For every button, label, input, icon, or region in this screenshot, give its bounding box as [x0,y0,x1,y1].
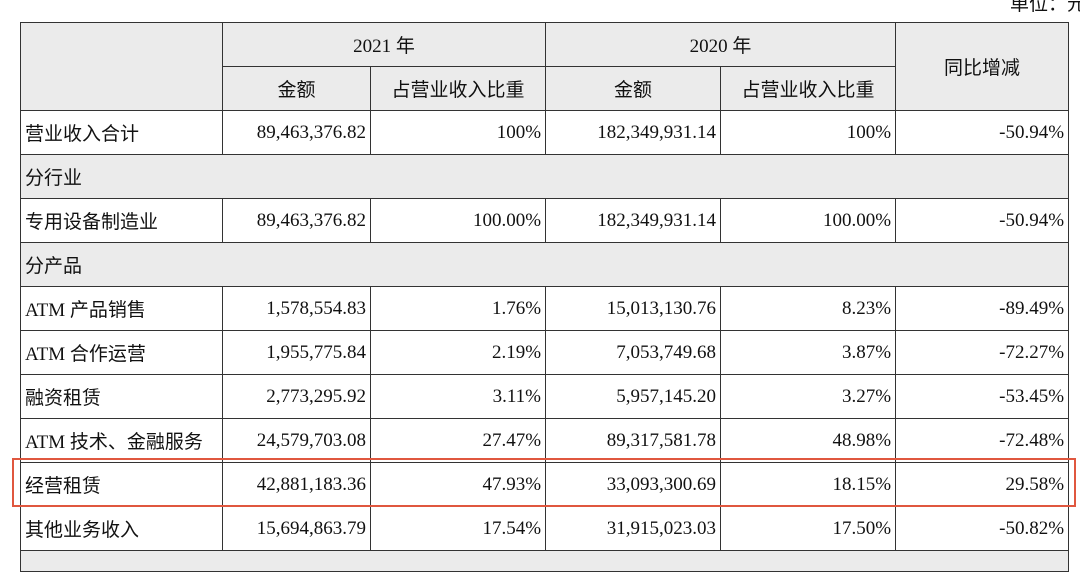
data-row: 专用设备制造业 89,463,376.82 100.00% 182,349,931.1… [20,198,1070,243]
header-cell: 占营业收入比重 [720,66,897,111]
value-cell: 3.11% [369,374,547,419]
value-cell: 29.58% [895,462,1070,507]
value-cell: 5,957,145.20 [545,374,722,419]
value-cell: 100.00% [720,198,897,243]
revenue-table: 2021 年 2020 年 同比增减 金额 占营业收入比重 金额 占营业收入比重… [19,22,1070,572]
section-cell: 分产品 [19,242,1070,287]
value-cell: 1,578,554.83 [222,286,371,331]
value-cell: -50.94% [895,198,1070,243]
value-cell: 2.19% [369,330,547,375]
value-cell: 42,881,183.36 [222,462,371,507]
value-cell: 7,053,749.68 [545,330,722,375]
value-cell: 47.93% [369,462,547,507]
value-cell: 18.15% [720,462,897,507]
value-cell: 15,694,863.79 [222,506,371,551]
data-row: 营业收入合计 89,463,376.82 100% 182,349,931.14 100… [20,110,1070,155]
value-cell: 100% [369,110,547,155]
value-cell: 100% [720,110,897,155]
header-row: 金额 占营业收入比重 金额 占营业收入比重 [21,66,1069,111]
header-cell [20,22,223,111]
data-row: ATM 产品销售 1,578,554.83 1.76% 15,013,130.76 8.… [20,286,1070,331]
value-cell: 182,349,931.14 [545,110,722,155]
table-body: 营业收入合计 89,463,376.82 100% 182,349,931.14 100… [19,110,1070,572]
value-cell: 1,955,775.84 [222,330,371,375]
value-cell: 2,773,295.92 [222,374,371,419]
row-label: ATM 技术、金融服务 [20,418,223,463]
value-cell: 17.50% [720,506,897,551]
row-label: ATM 合作运营 [20,330,223,375]
value-cell: 31,915,023.03 [545,506,722,551]
unit-label: 单位：元 [1009,0,1080,15]
value-cell: 89,463,376.82 [222,198,371,243]
value-cell: 8.23% [720,286,897,331]
continued-row [19,550,1070,572]
value-cell: 1.76% [369,286,547,331]
value-cell: 100.00% [369,198,547,243]
row-label: 融资租赁 [20,374,223,419]
value-cell: 48.98% [720,418,897,463]
value-cell: 17.54% [369,506,547,551]
data-row: ATM 技术、金融服务 24,579,703.08 27.47% 89,317,581… [20,418,1070,463]
row-label: 其他业务收入 [20,506,223,551]
value-cell: -53.45% [895,374,1070,419]
value-cell: 3.87% [720,330,897,375]
header-cell: 2021 年 [221,22,547,67]
header-cell: 同比增减 [895,22,1070,111]
value-cell: -50.94% [895,110,1070,155]
section-row: 分行业 [19,154,1070,199]
value-cell: 89,317,581.78 [545,418,722,463]
section-cell: 分行业 [19,154,1070,199]
continued-cell [19,550,1070,572]
value-cell: 3.27% [720,374,897,419]
header-cell: 2020 年 [545,22,897,67]
header-cell: 金额 [545,66,722,111]
value-cell: 89,463,376.82 [222,110,371,155]
header-cell: 占营业收入比重 [369,66,547,111]
header-cell: 金额 [222,66,371,111]
section-row: 分产品 [19,242,1070,287]
row-label: 专用设备制造业 [20,198,223,243]
value-cell: -72.27% [895,330,1070,375]
row-label: ATM 产品销售 [20,286,223,331]
value-cell: 15,013,130.76 [545,286,722,331]
value-cell: 27.47% [369,418,547,463]
data-row: ATM 合作运营 1,955,775.84 2.19% 7,053,749.68 3.8… [20,330,1070,375]
value-cell: -72.48% [895,418,1070,463]
value-cell: 33,093,300.69 [545,462,722,507]
value-cell: 24,579,703.08 [222,418,371,463]
row-label: 营业收入合计 [20,110,223,155]
value-cell: -89.49% [895,286,1070,331]
value-cell: -50.82% [895,506,1070,551]
header-row: 2021 年 2020 年 同比增减 [20,22,1070,111]
data-row: 其他业务收入 15,694,863.79 17.54% 31,915,023.03 17… [20,506,1070,551]
value-cell: 182,349,931.14 [545,198,722,243]
data-row: 融资租赁 2,773,295.92 3.11% 5,957,145.20 3.27% -5… [20,374,1070,419]
data-row: 经营租赁 42,881,183.36 47.93% 33,093,300.69 18.1… [20,462,1070,507]
row-label: 经营租赁 [20,462,223,507]
